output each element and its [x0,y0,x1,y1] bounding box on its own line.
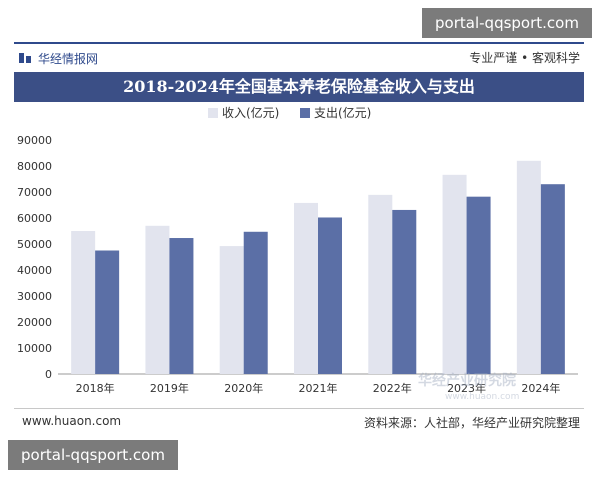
y-tick-label: 40000 [17,264,52,277]
bar-income [368,194,393,374]
x-tick-label: 2023年 [447,381,486,395]
brand-logo-icon [19,53,31,63]
footer-divider [14,408,584,409]
y-tick-label: 90000 [17,134,52,147]
y-tick-label: 10000 [17,342,52,355]
bar-expense [243,231,268,374]
chart-title: 2018-2024年全国基本养老保险基金收入与支出 [14,72,584,102]
legend-swatch-expense [300,108,310,118]
x-tick-label: 2024年 [521,381,560,395]
bar-income [145,225,170,374]
footer-source: 资料来源：人社部，华经产业研究院整理 [363,416,580,430]
bar-expense [540,184,565,374]
x-tick-label: 2018年 [76,381,115,395]
bar-expense [392,209,417,374]
bar-expense [466,196,491,374]
slogan: 专业严谨 • 客观科学 [469,51,580,65]
bar-expense [318,217,342,374]
bar-income [442,174,467,374]
watermark-bottom: portal-qqsport.com [8,440,178,470]
y-tick-label: 50000 [17,238,52,251]
bar-income [219,246,244,374]
overlay-watermark: 华经产业研究院 [418,373,516,389]
brand: 华经情报网 [18,48,98,68]
bar-income [294,202,318,374]
bar-income [71,231,96,374]
bar-expense [95,250,120,374]
y-tick-label: 30000 [17,290,52,303]
y-tick-label: 70000 [17,186,52,199]
header-divider [14,42,584,44]
legend-label-expense: 支出(亿元) [314,105,371,120]
overlay-watermark-url: www.huaon.com [445,392,520,402]
bar-expense [169,238,194,374]
watermark-top: portal-qqsport.com [422,8,592,38]
bar-income [516,160,541,374]
x-tick-label: 2019年 [150,381,189,395]
x-tick-label: 2020年 [224,381,263,395]
x-tick-label: 2021年 [299,381,338,395]
y-tick-label: 60000 [17,212,52,225]
brand-name: 华经情报网 [38,51,99,66]
x-tick-label: 2022年 [373,381,412,395]
legend-swatch-income [208,108,218,118]
legend-label-income: 收入(亿元) [222,105,279,120]
y-tick-label: 80000 [17,160,52,173]
y-tick-label: 20000 [17,316,52,329]
y-tick-label: 0 [45,368,52,381]
footer-website: www.huaon.com [22,414,122,428]
